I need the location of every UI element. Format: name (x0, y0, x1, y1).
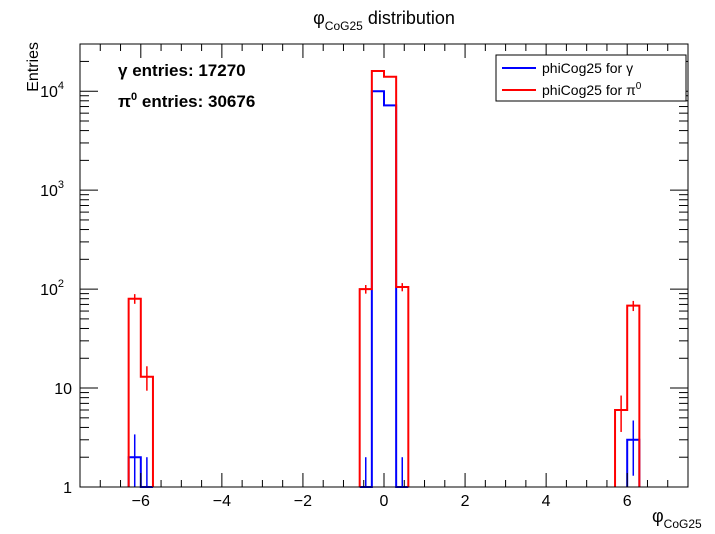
annotation-gamma-text: entries: 17270 (127, 61, 245, 80)
y-tick-label-exponent: 3 (58, 179, 64, 191)
annotation-pi0-entries: π0 entries: 30676 (118, 91, 255, 111)
y-tick-label: 104 (40, 80, 64, 101)
chart-title-subscript: CoG25 (325, 19, 363, 33)
annotation-pi0-text: entries: 30676 (137, 92, 255, 111)
chart-title-symbol: φ (313, 8, 325, 28)
x-tick-label: 0 (380, 493, 389, 510)
data-layer (127, 70, 641, 488)
legend-label-pi0-text: phiCog25 for (542, 82, 626, 98)
y-tick-label-base: 10 (40, 183, 58, 200)
histogram-step-series-1-group-0 (127, 297, 154, 487)
legend-box (495, 54, 687, 102)
x-axis-title-symbol: φ (652, 506, 664, 526)
chart-title-suffix: distribution (363, 8, 455, 28)
legend-label-pi0-sup: 0 (636, 81, 642, 92)
legend-label-gamma: phiCog25 for γ (542, 60, 633, 76)
legend-label-pi0-symbol: π (626, 82, 636, 98)
y-tick-label: 103 (40, 179, 64, 200)
y-tick-label: 1 (63, 480, 72, 497)
x-axis-title-subscript: CoG25 (664, 517, 702, 531)
y-tick-label-exponent: 4 (58, 80, 64, 92)
legend-label-gamma-symbol: γ (626, 60, 633, 76)
y-tick-label: 102 (40, 278, 64, 299)
x-tick-label: −2 (294, 493, 312, 510)
y-tick-label: 10 (54, 381, 72, 398)
annotation-pi0-sup: 0 (131, 91, 137, 103)
y-tick-label-exponent: 2 (58, 278, 64, 290)
x-tick-label: 4 (542, 493, 551, 510)
x-tick-label: −4 (213, 493, 231, 510)
histogram-step-series-0-group-1 (359, 90, 409, 488)
y-tick-label-base: 1 (63, 480, 72, 497)
legend-label-pi0: phiCog25 for π0 (542, 81, 642, 98)
annotation-pi0-symbol: π (118, 92, 131, 111)
annotation-gamma-symbol: γ (118, 61, 128, 80)
annotation-gamma-entries: γ entries: 17270 (118, 61, 246, 80)
x-tick-label: 2 (461, 493, 470, 510)
legend-label-gamma-text: phiCog25 for (542, 60, 626, 76)
legend: phiCog25 for γ phiCog25 for π0 (495, 54, 687, 102)
y-axis-title: Entries (25, 42, 42, 92)
histogram-step-series-1-group-2 (614, 304, 641, 487)
y-tick-label-base: 10 (54, 381, 72, 398)
y-tick-label-base: 10 (40, 282, 58, 299)
x-axis-title: φCoG25 (652, 506, 702, 531)
x-tick-label: −6 (132, 493, 150, 510)
y-tick-label-base: 10 (40, 84, 58, 101)
chart-title: φCoG25 distribution (313, 8, 455, 33)
histogram-step-series-1-group-1 (358, 70, 410, 487)
x-tick-label: 6 (623, 493, 632, 510)
